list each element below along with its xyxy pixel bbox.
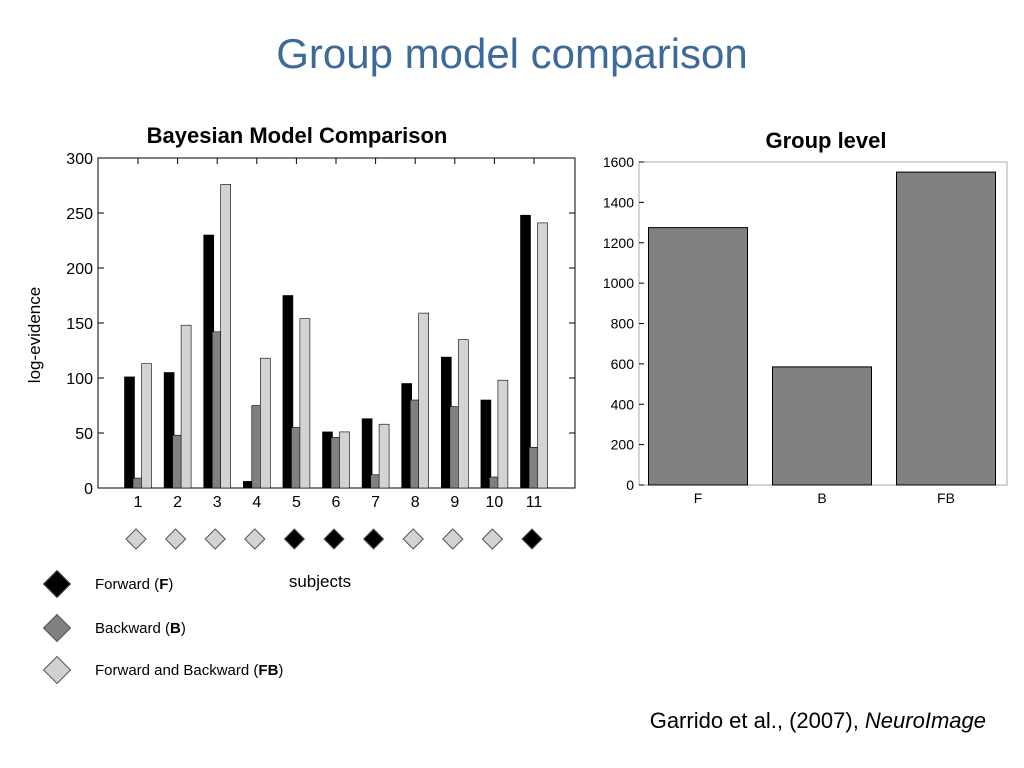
slide-title: Group model comparison [276,30,748,77]
diamond-icon [283,528,306,550]
right-bars [648,171,996,486]
diamond-icon [362,528,385,550]
bar [361,418,373,489]
bar [480,399,492,489]
diamond-light-gray-icon [42,655,72,685]
bar [299,318,311,489]
diamond-gray-icon [42,613,72,643]
x-tick-label: 1 [134,494,143,511]
bar [141,363,152,489]
bar [378,423,390,489]
diamond-icon [402,528,424,550]
bar [896,171,996,486]
y-tick-label: 0 [626,477,634,493]
citation: Garrido et al., (2007), NeuroImage [649,708,986,733]
legend-label: Forward (F) [95,575,174,593]
bar [163,372,175,489]
x-tick-label: 8 [411,494,420,511]
bar [418,312,430,489]
diamond-icon [204,528,226,550]
diamond-icon [481,528,504,550]
y-tick-label: 400 [611,396,635,412]
diamond-icon [125,528,147,550]
left-x-axis-label: subjects [289,572,351,591]
x-tick-label: FB [937,490,955,506]
legend-item-backward: Backward (B) [40,611,186,645]
diamond-icon [521,528,543,550]
y-tick-label: 1000 [603,275,634,291]
bar [648,227,748,486]
diamond-black-icon [42,569,72,599]
left-y-axis: 0 50 100 150 200 250 300 [66,151,575,498]
y-tick-label: 1200 [603,235,634,251]
left-y-axis-label: log-evidence [25,287,44,383]
y-tick-label: 0 [84,481,93,498]
x-tick-label: 3 [213,494,222,511]
x-tick-label: 7 [371,494,380,511]
y-tick-label: 1400 [603,194,634,210]
diamond-icon [164,528,187,550]
left-bars [124,184,548,489]
y-tick-label: 150 [66,316,93,333]
left-chart-title: Bayesian Model Comparison [147,123,448,148]
bar [537,222,548,489]
bar [282,295,294,489]
diamond-icon [442,528,464,550]
x-tick-label: B [817,490,826,506]
winning-model-markers [125,528,543,550]
y-tick-label: 100 [66,371,93,388]
y-tick-label: 1600 [603,154,634,170]
bar [124,376,135,489]
right-x-axis: F B FB [694,490,955,506]
x-tick-label: 2 [173,494,182,511]
y-tick-label: 200 [66,261,93,278]
x-tick-label: F [694,490,703,506]
x-tick-label: 4 [252,494,261,511]
group-level-chart: Group level 0 200 400 600 800 1000 1200 1400 160… [603,128,1008,506]
bayesian-model-comparison-chart: Bayesian Model Comparison 05010015020025… [25,123,576,591]
y-tick-label: 300 [66,151,93,168]
x-tick-label: 5 [292,494,301,511]
x-tick-label: 6 [332,494,341,511]
legend-label: Backward (B) [95,619,186,637]
bar [180,324,192,489]
diamond-icon [323,528,345,550]
right-chart-title: Group level [765,128,886,153]
legend-label: Forward and Backward (FB) [95,661,284,679]
bar [259,357,271,489]
bar [772,366,872,486]
legend-item-forward-backward: Forward and Backward (FB) [40,653,283,687]
y-tick-label: 800 [611,316,635,332]
y-tick-label: 600 [611,356,635,372]
x-tick-label: 9 [450,494,459,511]
bar [339,431,350,489]
bar [220,184,231,489]
bar [520,214,531,489]
bar [457,339,469,489]
x-tick-label: 11 [526,494,543,511]
y-tick-label: 250 [66,206,93,223]
diamond-icon [244,528,266,550]
right-y-axis: 0 200 400 600 800 1000 1200 1400 1600 [603,154,644,493]
y-tick-label: 200 [611,437,635,453]
x-tick-label: 10 [486,494,504,511]
legend-item-forward: Forward (F) [40,567,173,601]
bar [497,379,509,489]
y-tick-label: 50 [75,426,93,443]
